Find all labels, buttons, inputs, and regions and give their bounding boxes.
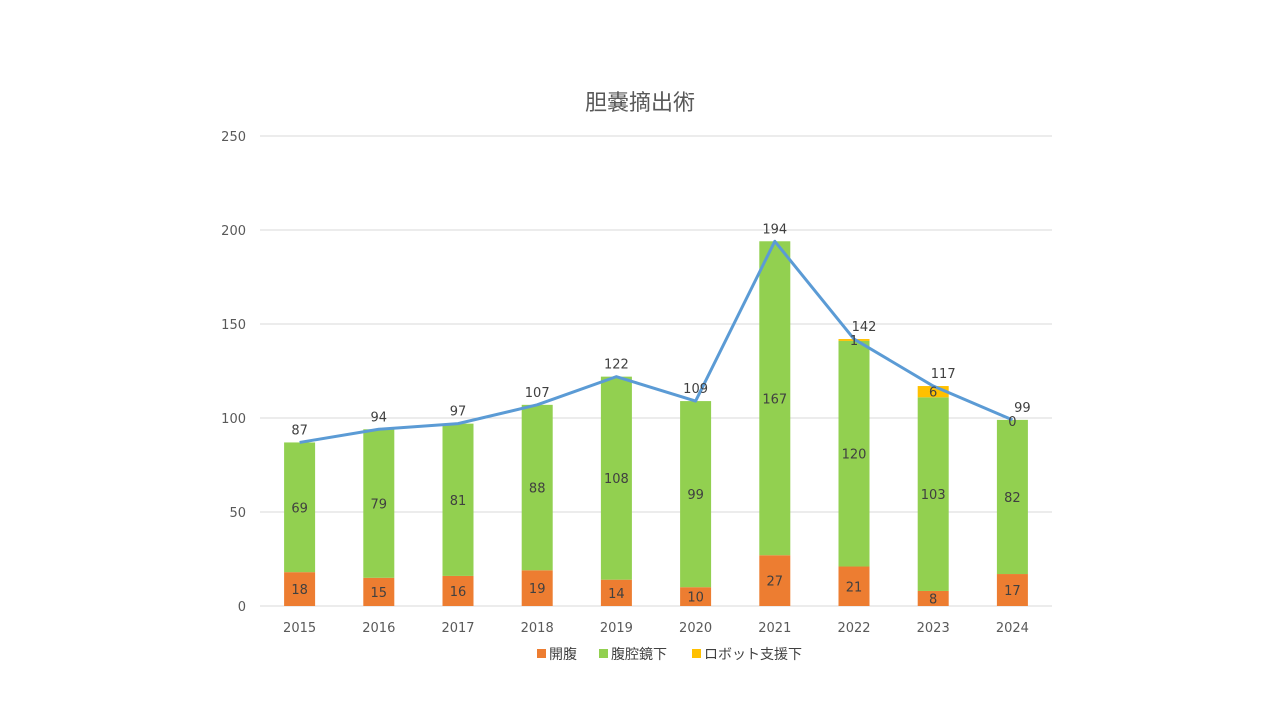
data-label: 10 <box>687 591 704 606</box>
bar-segment <box>442 423 474 576</box>
data-label: 8 <box>929 592 937 607</box>
bars <box>284 241 1028 606</box>
data-label: 88 <box>529 482 546 497</box>
bar-segment <box>759 241 791 556</box>
total-label: 97 <box>450 405 467 420</box>
bar-segment <box>521 404 553 571</box>
bar-segment <box>917 386 949 398</box>
legend: 開腹 腹腔鏡下 ロボット支援下 <box>537 646 802 663</box>
legend-label: 腹腔鏡下 <box>611 646 667 663</box>
bar-segment <box>600 376 632 580</box>
data-label: 27 <box>767 575 784 590</box>
bar-segment <box>284 442 316 573</box>
legend-label: ロボット支援下 <box>704 647 802 663</box>
data-label: 6 <box>929 386 937 401</box>
bar-segment <box>521 570 553 606</box>
total-label: 194 <box>762 222 787 237</box>
bar-segment <box>917 397 949 591</box>
data-label: 14 <box>608 587 625 602</box>
total-label: 94 <box>371 410 388 425</box>
bar-segment <box>917 590 949 606</box>
bar-segment <box>680 401 712 588</box>
data-label: 79 <box>371 498 388 513</box>
total-label: 99 <box>1014 401 1031 416</box>
data-label: 99 <box>687 488 704 503</box>
bar-segment <box>363 429 395 578</box>
total-label: 87 <box>291 423 308 438</box>
bar-segment <box>838 340 870 567</box>
x-tick-label: 2021 <box>758 621 791 636</box>
total-label: 117 <box>931 367 956 382</box>
y-tick-label: 200 <box>221 224 246 239</box>
y-tick-label: 0 <box>238 600 246 615</box>
data-label: 18 <box>291 583 308 598</box>
total-line <box>299 239 1013 444</box>
total-label: 142 <box>852 320 877 335</box>
y-tick-label: 150 <box>221 318 246 333</box>
bar-segment <box>284 572 316 606</box>
total-label: 122 <box>604 358 629 373</box>
total-label: 109 <box>683 382 708 397</box>
data-labels: 1869157916811988141081099271672112018103… <box>291 222 1030 607</box>
y-tick-label: 100 <box>221 412 246 427</box>
x-tick-label: 2017 <box>441 621 474 636</box>
data-label: 15 <box>371 586 388 601</box>
bar-segment <box>996 574 1028 606</box>
chart-title: 胆嚢摘出術 <box>585 91 695 116</box>
x-tick-label: 2020 <box>679 621 712 636</box>
y-tick-label: 50 <box>229 506 246 521</box>
legend-label: 開腹 <box>549 646 577 663</box>
data-label: 103 <box>921 488 946 503</box>
y-tick-label: 250 <box>221 130 246 145</box>
data-label: 19 <box>529 582 546 597</box>
bar-segment <box>442 575 474 606</box>
data-label: 120 <box>842 448 867 463</box>
data-label: 21 <box>846 580 863 595</box>
data-label: 81 <box>450 494 467 509</box>
data-label: 167 <box>762 392 787 407</box>
y-axis-ticks: 0 50 100 150 200 250 <box>221 130 246 615</box>
legend-swatch <box>599 649 608 658</box>
bar-segment <box>759 555 791 606</box>
x-tick-label: 2015 <box>283 621 316 636</box>
data-label: 108 <box>604 472 629 487</box>
x-tick-label: 2022 <box>837 621 870 636</box>
x-tick-label: 2024 <box>996 621 1029 636</box>
bar-segment <box>363 577 395 606</box>
data-label: 69 <box>291 501 308 516</box>
x-tick-label: 2016 <box>362 621 395 636</box>
data-label: 82 <box>1004 491 1021 506</box>
legend-swatch <box>537 649 546 658</box>
x-tick-label: 2018 <box>521 621 554 636</box>
bar-segment <box>996 419 1028 575</box>
data-label: 0 <box>1008 415 1016 430</box>
total-label: 107 <box>525 386 550 401</box>
x-tick-label: 2023 <box>917 621 950 636</box>
x-tick-label: 2019 <box>600 621 633 636</box>
bar-segment <box>838 566 870 606</box>
total-line-path <box>299 239 1013 444</box>
data-label: 17 <box>1004 584 1021 599</box>
bar-segment <box>600 579 632 606</box>
legend-swatch <box>692 649 701 658</box>
x-axis-ticks: 2015 2016 2017 2018 2019 2020 2021 2022 2023 2024 <box>283 621 1029 636</box>
data-label: 16 <box>450 585 467 600</box>
bar-segment <box>680 587 712 606</box>
data-label: 1 <box>850 334 858 349</box>
